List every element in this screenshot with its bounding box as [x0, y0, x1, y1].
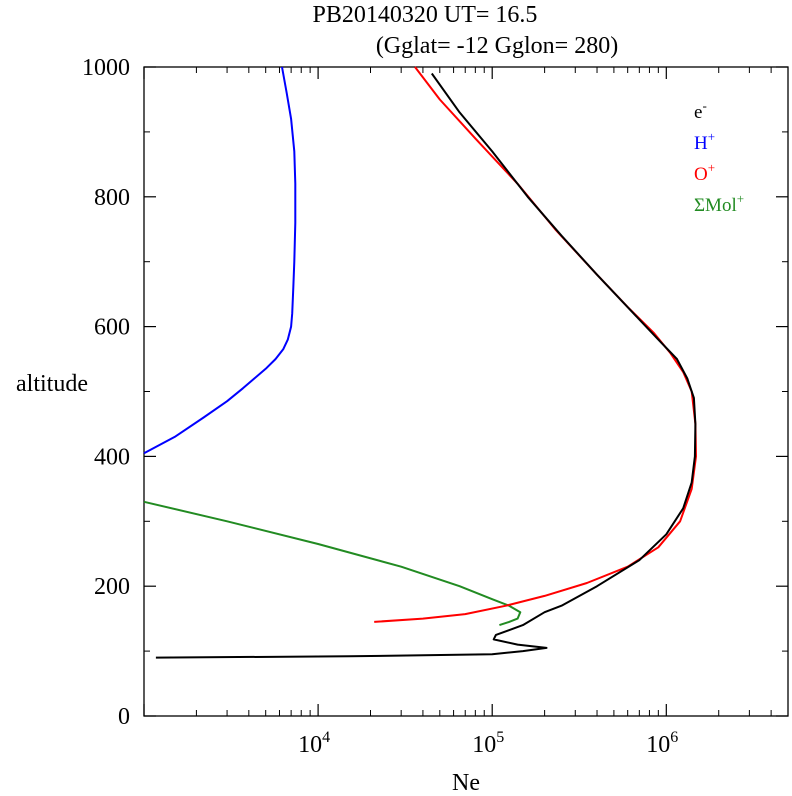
legend-entry: H+	[694, 129, 715, 154]
x-tick-label: 105	[472, 729, 504, 758]
y-tick-label: 1000	[82, 55, 130, 81]
y-tick-label: 200	[94, 574, 130, 600]
series-line-3	[143, 500, 522, 627]
x-axis: 104 105 106	[143, 67, 789, 758]
y-axis-label: altitude	[16, 371, 88, 397]
y-tick-label: 0	[118, 704, 130, 730]
chart-title: PB20140320 UT= 16.5	[313, 2, 538, 28]
series-line-1	[143, 66, 297, 455]
legend-entry: ΣMol+	[694, 191, 744, 216]
y-tick-label: 800	[94, 185, 130, 211]
legend-entry: e-	[694, 98, 707, 123]
x-tick-label: 104	[298, 729, 330, 758]
y-tick-label: 600	[94, 315, 130, 341]
legend: e- H+ O+ ΣMol+	[694, 98, 744, 216]
x-axis-label: Ne	[452, 770, 480, 796]
y-tick-label: 400	[94, 444, 130, 470]
x-tick-label: 106	[646, 729, 678, 758]
chart-subtitle: (Gglat= -12 Gglon= 280)	[376, 33, 618, 59]
y-axis: 0 200 400 600 800 1000	[82, 55, 788, 730]
series-lines	[143, 66, 697, 659]
series-line-0	[155, 72, 697, 659]
legend-entry: O+	[694, 160, 715, 185]
series-line-2	[374, 66, 697, 623]
